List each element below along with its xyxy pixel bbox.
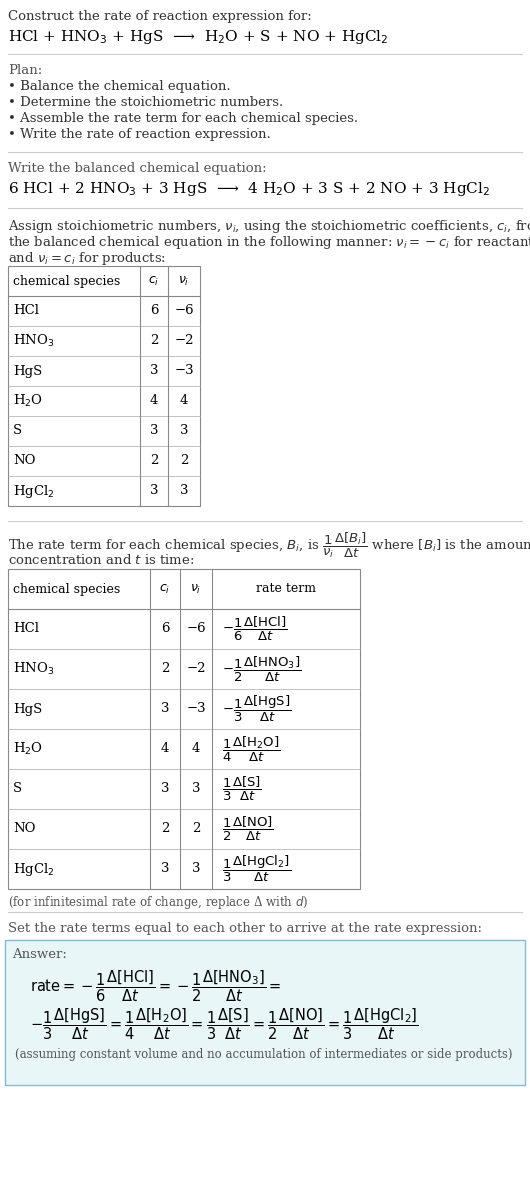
Text: 3: 3	[150, 485, 158, 498]
Text: 3: 3	[192, 863, 200, 876]
Text: −3: −3	[186, 702, 206, 715]
Text: $\nu_i$: $\nu_i$	[178, 275, 190, 288]
Text: • Balance the chemical equation.: • Balance the chemical equation.	[8, 80, 231, 92]
Text: HCl + HNO$_3$ + HgS  ⟶  H$_2$O + S + NO + HgCl$_2$: HCl + HNO$_3$ + HgS ⟶ H$_2$O + S + NO + …	[8, 28, 388, 46]
Text: 3: 3	[180, 485, 188, 498]
Text: $\nu_i$: $\nu_i$	[190, 582, 202, 595]
Text: 6 HCl + 2 HNO$_3$ + 3 HgS  ⟶  4 H$_2$O + 3 S + 2 NO + 3 HgCl$_2$: 6 HCl + 2 HNO$_3$ + 3 HgS ⟶ 4 H$_2$O + 3…	[8, 180, 490, 198]
Text: The rate term for each chemical species, $B_i$, is $\dfrac{1}{\nu_i}\dfrac{\Delt: The rate term for each chemical species,…	[8, 530, 530, 560]
Text: Construct the rate of reaction expression for:: Construct the rate of reaction expressio…	[8, 10, 312, 23]
Text: • Determine the stoichiometric numbers.: • Determine the stoichiometric numbers.	[8, 96, 283, 109]
Text: −6: −6	[174, 305, 194, 318]
Text: HgS: HgS	[13, 365, 42, 378]
Text: 3: 3	[180, 425, 188, 438]
Text: HgCl$_2$: HgCl$_2$	[13, 860, 55, 877]
Text: 4: 4	[180, 395, 188, 408]
Text: (assuming constant volume and no accumulation of intermediates or side products): (assuming constant volume and no accumul…	[15, 1048, 513, 1061]
Text: 2: 2	[192, 822, 200, 835]
Text: (for infinitesimal rate of change, replace Δ with $d$): (for infinitesimal rate of change, repla…	[8, 894, 308, 911]
Text: −2: −2	[186, 662, 206, 676]
Text: $-\dfrac{1}{6}\dfrac{\Delta[\mathrm{HCl}]}{\Delta t}$: $-\dfrac{1}{6}\dfrac{\Delta[\mathrm{HCl}…	[222, 614, 287, 643]
Text: H$_2$O: H$_2$O	[13, 392, 43, 409]
Text: $-\dfrac{1}{2}\dfrac{\Delta[\mathrm{HNO_3}]}{\Delta t}$: $-\dfrac{1}{2}\dfrac{\Delta[\mathrm{HNO_…	[222, 654, 301, 684]
Text: $\dfrac{1}{2}\dfrac{\Delta[\mathrm{NO}]}{\Delta t}$: $\dfrac{1}{2}\dfrac{\Delta[\mathrm{NO}]}…	[222, 815, 274, 844]
Text: S: S	[13, 425, 22, 438]
Text: HgCl$_2$: HgCl$_2$	[13, 482, 55, 499]
Text: chemical species: chemical species	[13, 275, 120, 288]
Text: $\dfrac{1}{4}\dfrac{\Delta[\mathrm{H_2O}]}{\Delta t}$: $\dfrac{1}{4}\dfrac{\Delta[\mathrm{H_2O}…	[222, 734, 280, 763]
Text: 2: 2	[150, 335, 158, 348]
Text: 3: 3	[161, 702, 169, 715]
Bar	[5, 940, 525, 1085]
Text: • Write the rate of reaction expression.: • Write the rate of reaction expression.	[8, 128, 271, 140]
Text: 2: 2	[161, 822, 169, 835]
Text: HNO$_3$: HNO$_3$	[13, 332, 54, 349]
Text: S: S	[13, 782, 22, 796]
Text: 2: 2	[180, 455, 188, 468]
Text: 2: 2	[150, 455, 158, 468]
Text: the balanced chemical equation in the following manner: $\nu_i = -c_i$ for react: the balanced chemical equation in the fo…	[8, 234, 530, 251]
Text: 6: 6	[150, 305, 158, 318]
Text: $-\dfrac{1}{3}\dfrac{\Delta[\mathrm{HgS}]}{\Delta t}$: $-\dfrac{1}{3}\dfrac{\Delta[\mathrm{HgS}…	[222, 694, 292, 724]
Text: 3: 3	[192, 782, 200, 796]
Text: $c_i$: $c_i$	[148, 275, 160, 288]
Text: H$_2$O: H$_2$O	[13, 740, 43, 757]
Text: 4: 4	[150, 395, 158, 408]
Text: −3: −3	[174, 365, 194, 378]
Text: NO: NO	[13, 455, 36, 468]
Text: $c_i$: $c_i$	[160, 582, 171, 595]
Text: HCl: HCl	[13, 305, 39, 318]
Text: 2: 2	[161, 662, 169, 676]
Text: Write the balanced chemical equation:: Write the balanced chemical equation:	[8, 162, 267, 175]
Text: Set the rate terms equal to each other to arrive at the rate expression:: Set the rate terms equal to each other t…	[8, 922, 482, 935]
Text: rate term: rate term	[256, 582, 316, 595]
Text: 3: 3	[161, 863, 169, 876]
Text: 3: 3	[150, 425, 158, 438]
Text: −6: −6	[186, 623, 206, 636]
Text: Answer:: Answer:	[12, 948, 67, 961]
Text: NO: NO	[13, 822, 36, 835]
Text: HNO$_3$: HNO$_3$	[13, 661, 54, 677]
Text: $\dfrac{1}{3}\dfrac{\Delta[\mathrm{HgCl_2}]}{\Delta t}$: $\dfrac{1}{3}\dfrac{\Delta[\mathrm{HgCl_…	[222, 854, 291, 884]
Text: 3: 3	[150, 365, 158, 378]
Text: $-\dfrac{1}{3}\dfrac{\Delta[\mathrm{HgS}]}{\Delta t} = \dfrac{1}{4}\dfrac{\Delta: $-\dfrac{1}{3}\dfrac{\Delta[\mathrm{HgS}…	[30, 1006, 419, 1042]
Text: • Assemble the rate term for each chemical species.: • Assemble the rate term for each chemic…	[8, 112, 358, 125]
Text: 4: 4	[161, 743, 169, 756]
Bar	[8, 266, 200, 506]
Text: $\dfrac{1}{3}\dfrac{\Delta[\mathrm{S}]}{\Delta t}$: $\dfrac{1}{3}\dfrac{\Delta[\mathrm{S}]}{…	[222, 775, 262, 803]
Text: 3: 3	[161, 782, 169, 796]
Text: −2: −2	[174, 335, 194, 348]
Text: concentration and $t$ is time:: concentration and $t$ is time:	[8, 553, 195, 566]
Text: $\mathrm{rate} = -\dfrac{1}{6}\dfrac{\Delta[\mathrm{HCl}]}{\Delta t} = -\dfrac{1: $\mathrm{rate} = -\dfrac{1}{6}\dfrac{\De…	[30, 968, 281, 1003]
Text: Plan:: Plan:	[8, 64, 42, 77]
Text: 4: 4	[192, 743, 200, 756]
Text: chemical species: chemical species	[13, 582, 120, 595]
Text: HCl: HCl	[13, 623, 39, 636]
Text: and $\nu_i = c_i$ for products:: and $\nu_i = c_i$ for products:	[8, 250, 166, 266]
Text: HgS: HgS	[13, 702, 42, 715]
Text: Assign stoichiometric numbers, $\nu_i$, using the stoichiometric coefficients, $: Assign stoichiometric numbers, $\nu_i$, …	[8, 218, 530, 235]
Bar	[8, 569, 360, 889]
Text: 6: 6	[161, 623, 169, 636]
